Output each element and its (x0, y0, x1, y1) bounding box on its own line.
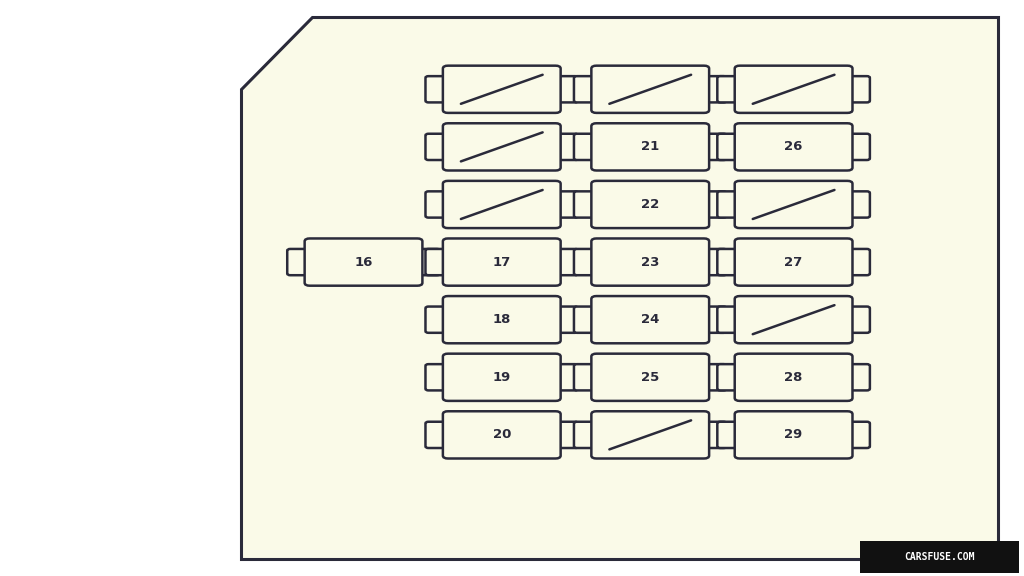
FancyBboxPatch shape (549, 422, 578, 448)
FancyBboxPatch shape (860, 541, 1019, 573)
Text: 28: 28 (784, 371, 803, 384)
FancyBboxPatch shape (842, 306, 870, 333)
Text: 17: 17 (493, 256, 511, 268)
FancyBboxPatch shape (735, 354, 852, 401)
Text: 22: 22 (641, 198, 659, 211)
FancyBboxPatch shape (698, 76, 727, 103)
FancyBboxPatch shape (842, 134, 870, 160)
FancyBboxPatch shape (549, 364, 578, 391)
Polygon shape (241, 17, 998, 559)
FancyBboxPatch shape (442, 354, 561, 401)
FancyBboxPatch shape (735, 411, 852, 458)
FancyBboxPatch shape (698, 134, 727, 160)
FancyBboxPatch shape (442, 123, 561, 170)
FancyBboxPatch shape (573, 249, 602, 275)
FancyBboxPatch shape (549, 306, 578, 333)
FancyBboxPatch shape (442, 181, 561, 228)
Text: 21: 21 (641, 141, 659, 153)
FancyBboxPatch shape (735, 123, 852, 170)
FancyBboxPatch shape (842, 422, 870, 448)
FancyBboxPatch shape (573, 306, 602, 333)
Text: 20: 20 (493, 429, 511, 441)
FancyBboxPatch shape (573, 364, 602, 391)
FancyBboxPatch shape (698, 249, 727, 275)
FancyBboxPatch shape (549, 76, 578, 103)
Text: 16: 16 (354, 256, 373, 268)
FancyBboxPatch shape (717, 191, 745, 218)
FancyBboxPatch shape (426, 249, 455, 275)
FancyBboxPatch shape (426, 306, 455, 333)
FancyBboxPatch shape (842, 191, 870, 218)
FancyBboxPatch shape (698, 422, 727, 448)
FancyBboxPatch shape (592, 296, 709, 343)
FancyBboxPatch shape (411, 249, 440, 275)
FancyBboxPatch shape (717, 422, 745, 448)
FancyBboxPatch shape (305, 238, 422, 286)
FancyBboxPatch shape (717, 249, 745, 275)
FancyBboxPatch shape (573, 76, 602, 103)
Text: CARSFUSE.COM: CARSFUSE.COM (904, 552, 975, 562)
FancyBboxPatch shape (592, 66, 709, 113)
FancyBboxPatch shape (592, 238, 709, 286)
FancyBboxPatch shape (842, 249, 870, 275)
FancyBboxPatch shape (592, 181, 709, 228)
FancyBboxPatch shape (442, 411, 561, 458)
FancyBboxPatch shape (592, 123, 709, 170)
Text: 23: 23 (641, 256, 659, 268)
FancyBboxPatch shape (842, 76, 870, 103)
FancyBboxPatch shape (426, 76, 455, 103)
FancyBboxPatch shape (426, 422, 455, 448)
Text: 24: 24 (641, 313, 659, 326)
FancyBboxPatch shape (717, 134, 745, 160)
FancyBboxPatch shape (717, 76, 745, 103)
FancyBboxPatch shape (573, 134, 602, 160)
FancyBboxPatch shape (735, 181, 852, 228)
FancyBboxPatch shape (698, 191, 727, 218)
Text: 26: 26 (784, 141, 803, 153)
Text: 19: 19 (493, 371, 511, 384)
FancyBboxPatch shape (735, 296, 852, 343)
FancyBboxPatch shape (549, 191, 578, 218)
FancyBboxPatch shape (442, 296, 561, 343)
FancyBboxPatch shape (698, 306, 727, 333)
Text: 29: 29 (784, 429, 803, 441)
FancyBboxPatch shape (717, 306, 745, 333)
FancyBboxPatch shape (549, 134, 578, 160)
FancyBboxPatch shape (442, 238, 561, 286)
FancyBboxPatch shape (698, 364, 727, 391)
FancyBboxPatch shape (573, 191, 602, 218)
Text: 27: 27 (784, 256, 803, 268)
FancyBboxPatch shape (426, 134, 455, 160)
FancyBboxPatch shape (426, 364, 455, 391)
FancyBboxPatch shape (592, 354, 709, 401)
FancyBboxPatch shape (717, 364, 745, 391)
FancyBboxPatch shape (592, 411, 709, 458)
FancyBboxPatch shape (426, 191, 455, 218)
FancyBboxPatch shape (549, 249, 578, 275)
FancyBboxPatch shape (442, 66, 561, 113)
Text: 18: 18 (493, 313, 511, 326)
Text: 25: 25 (641, 371, 659, 384)
FancyBboxPatch shape (735, 238, 852, 286)
FancyBboxPatch shape (573, 422, 602, 448)
FancyBboxPatch shape (842, 364, 870, 391)
FancyBboxPatch shape (287, 249, 315, 275)
FancyBboxPatch shape (735, 66, 852, 113)
